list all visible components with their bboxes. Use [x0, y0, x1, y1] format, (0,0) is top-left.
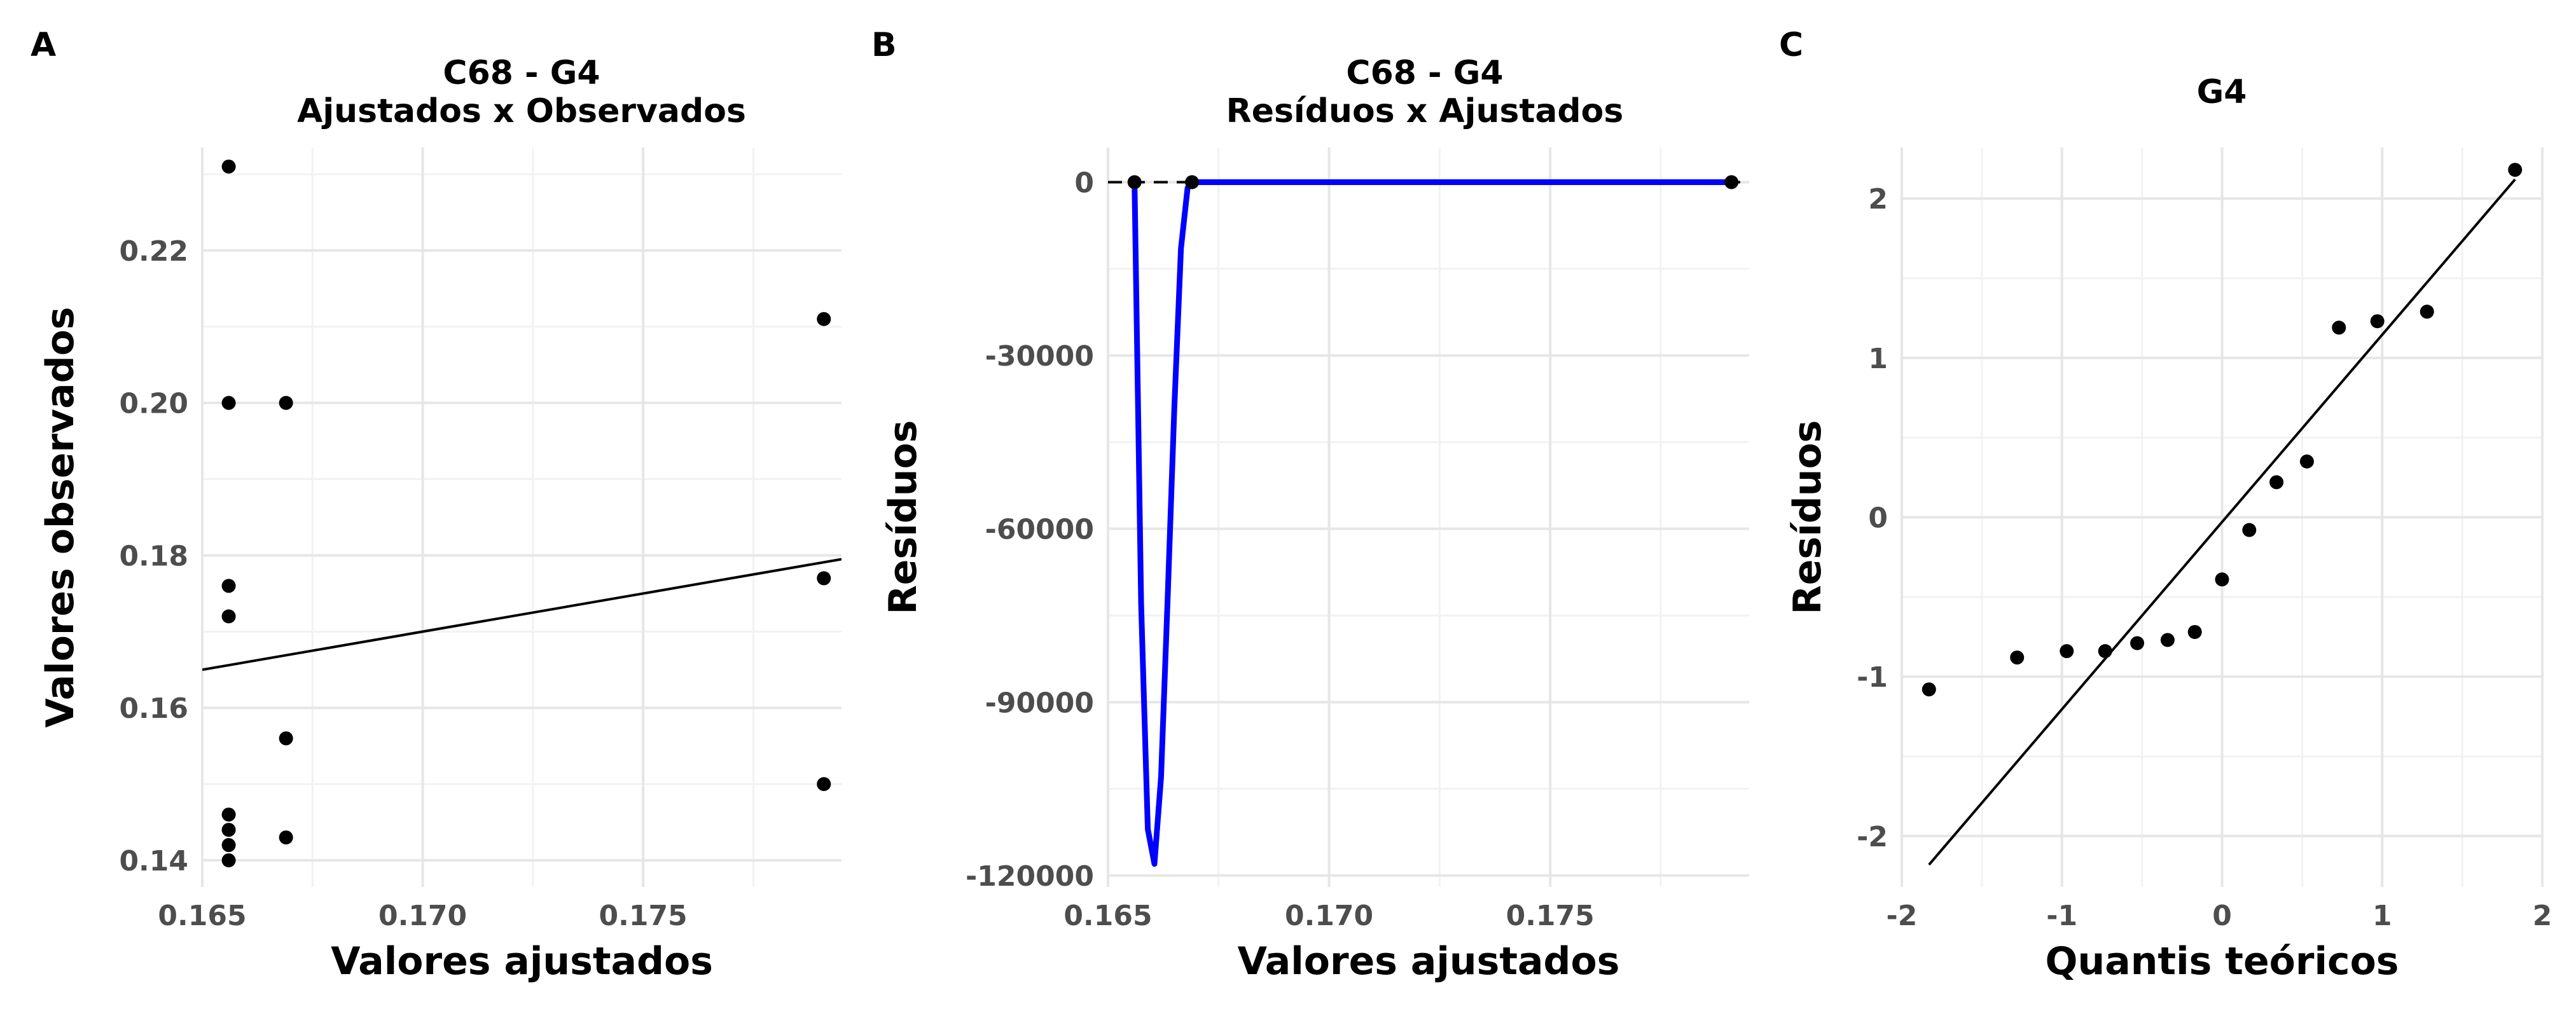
x-tick-label: 1 — [2372, 900, 2392, 932]
data-point — [221, 395, 236, 410]
panel-tag: C — [1779, 26, 1803, 64]
x-tick-label: 0 — [2212, 900, 2232, 932]
chart-title: C68 - G4 — [1346, 54, 1503, 92]
data-point — [279, 830, 293, 845]
data-point — [2098, 644, 2112, 659]
data-point — [279, 731, 293, 746]
data-point — [221, 579, 236, 593]
y-tick-label: -120000 — [966, 860, 1094, 893]
smooth-line — [1132, 179, 1735, 867]
x-tick-label: 0.165 — [1063, 900, 1152, 932]
data-point — [221, 609, 236, 624]
data-point — [2060, 644, 2074, 659]
data-point — [2187, 624, 2202, 639]
x-tick-label: 0.165 — [158, 900, 246, 932]
y-axis-label: Resíduos — [1785, 420, 1830, 615]
data-point — [817, 571, 831, 586]
x-tick-label: 0.170 — [1285, 900, 1373, 932]
data-point — [2215, 572, 2229, 587]
panel-c: C -2 -1 0 1 2 -2 -1 0 1 2 Quantis teóricos Resíduos G… — [1779, 26, 2552, 984]
y-tick-label: 0.22 — [119, 235, 188, 268]
data-point — [221, 838, 236, 853]
x-axis-label: Valores ajustados — [1238, 939, 1620, 984]
y-tick-label: 0.16 — [119, 692, 188, 725]
panel-tag: A — [31, 26, 56, 64]
data-point — [2130, 636, 2145, 650]
data-point — [2269, 475, 2284, 490]
y-tick-label: 0 — [1868, 502, 1888, 535]
y-tick-label: -30000 — [985, 340, 1094, 373]
data-point — [221, 159, 236, 174]
chart-title: C68 - G4 — [443, 54, 600, 92]
chart-subtitle: Resíduos x Ajustados — [1226, 92, 1624, 130]
data-point — [1127, 175, 1142, 189]
data-point — [2299, 454, 2314, 469]
data-point — [221, 808, 236, 822]
data-point — [1185, 175, 1200, 189]
y-tick-label: 0.20 — [119, 388, 188, 420]
y-tick-label: -60000 — [985, 514, 1094, 546]
y-tick-label: -1 — [1857, 661, 1888, 694]
chart-subtitle: Ajustados x Observados — [297, 92, 746, 130]
y-tick-label: -2 — [1857, 821, 1888, 853]
y-tick-label: 1 — [1868, 343, 1888, 375]
data-point — [2242, 523, 2257, 537]
x-tick-label: 0.175 — [599, 900, 688, 932]
data-point — [2160, 633, 2175, 647]
y-tick-label: 2 — [1868, 183, 1888, 216]
panel-b: B 0.165 0.170 0.175 0 -30000 -60000 -90000 -1200… — [871, 26, 1749, 984]
x-tick-label: 2 — [2533, 900, 2552, 932]
panel-tag: B — [871, 26, 897, 64]
data-point — [2010, 650, 2025, 665]
y-axis-label: Resíduos — [881, 420, 925, 615]
fit-line — [202, 558, 841, 671]
x-axis-label: Valores ajustados — [331, 939, 713, 984]
panel-a: A 0.165 0.170 0.175 0.14 0.16 0.18 0.20 0.22 Valo… — [31, 26, 841, 984]
data-point — [2370, 314, 2385, 329]
x-tick-label: 0.170 — [378, 900, 467, 932]
y-tick-label: 0.14 — [119, 845, 188, 877]
y-tick-label: -90000 — [985, 687, 1094, 719]
x-tick-label: -1 — [2046, 900, 2077, 932]
data-point — [1724, 175, 1739, 189]
data-point — [1922, 682, 1936, 697]
data-point — [2420, 305, 2434, 319]
y-tick-label: 0 — [1074, 167, 1094, 200]
data-point — [2508, 163, 2523, 177]
x-tick-label: 0.175 — [1506, 900, 1595, 932]
y-axis-label: Valores observados — [38, 307, 83, 728]
data-point — [817, 777, 831, 792]
fit-line — [1928, 178, 2516, 866]
x-axis-label: Quantis teóricos — [2045, 939, 2399, 984]
data-point — [817, 312, 831, 326]
data-point — [279, 395, 293, 410]
data-point — [221, 823, 236, 837]
x-tick-label: -2 — [1887, 900, 1918, 932]
data-point — [221, 853, 236, 868]
data-point — [2332, 320, 2346, 335]
chart-title: G4 — [2197, 73, 2247, 111]
y-tick-label: 0.18 — [119, 540, 188, 572]
